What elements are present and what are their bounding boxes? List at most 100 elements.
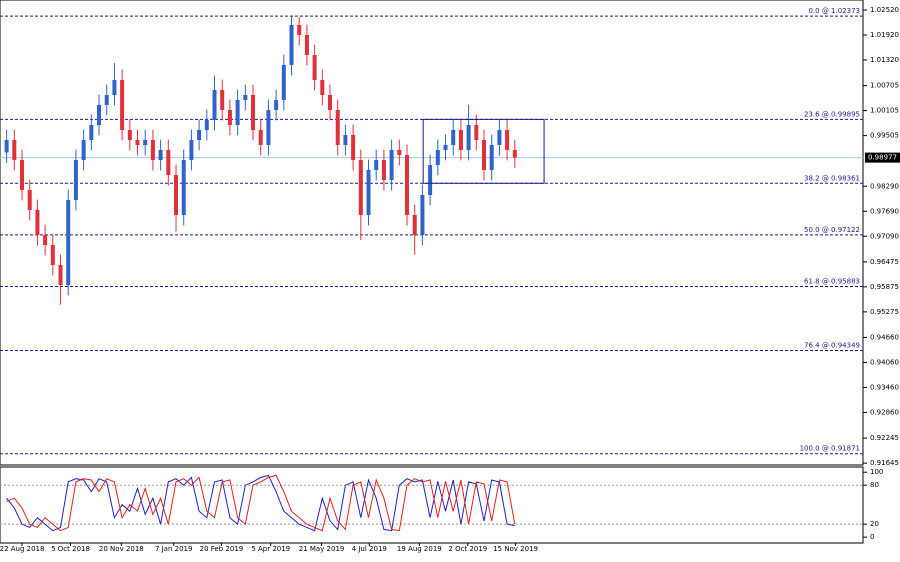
candle-body [43,235,48,245]
candle-body [120,80,125,130]
fib-label: 61.8 @ 0.95883 [804,278,860,286]
candle-body [274,100,279,110]
fib-label: 100.0 @ 0.91871 [800,445,860,453]
candle-body [435,150,440,165]
candle-body [220,90,225,110]
candle-body [73,160,78,200]
range-box [422,118,545,184]
candle-body [150,140,155,160]
candle-body [405,155,410,215]
candle-body [166,150,171,175]
candle-body [212,90,217,120]
candle-body [281,65,286,100]
candle-body [451,130,456,145]
candle-body [127,130,132,140]
fib-label: 50.0 @ 0.97122 [804,226,860,234]
fib-label: 23.6 @ 0.99895 [804,110,860,118]
candle-body [20,160,25,190]
candle-body [27,190,32,210]
x-tick-label: 21 May 2019 [299,545,345,553]
candle-body [12,140,17,160]
candle-body [428,165,433,195]
x-tick-label: 20 Feb 2019 [200,545,244,553]
last-price-tag [865,152,900,163]
candle-body [289,25,294,65]
candle-body [66,200,71,285]
candle-body [358,160,363,215]
candle-body [320,80,325,95]
y-tick-label: 100 [870,468,883,476]
candle-body [58,265,63,285]
candle-body [204,120,209,130]
y-tick-label: 0 [870,533,874,541]
candle-body [35,210,40,235]
candle-body [351,135,356,160]
x-tick-label: 7 Jan 2019 [155,545,193,553]
y-tick-label: 0.94660 [870,334,899,342]
candle-body [158,150,163,160]
candle-body [512,150,517,158]
candle-body [412,215,417,235]
candle-body [443,145,448,150]
y-tick-label: 0.91645 [870,459,899,467]
y-tick-label: 20 [870,520,879,528]
candle-body [389,150,394,180]
y-tick-label: 0.95275 [870,308,899,316]
x-tick-label: 22 Aug 2018 [0,545,44,553]
candle-body [266,110,271,145]
panel [0,0,864,466]
y-tick-label: 0.96475 [870,258,899,266]
candle-body [505,130,510,150]
candle-body [4,140,9,153]
x-tick-label: 2 Oct 2019 [448,545,487,553]
candle-body [374,160,379,170]
oscillator-line [6,474,516,532]
y-tick-label: 1.01920 [870,31,899,39]
candle-body [489,145,494,170]
fib-label: 76.4 @ 0.94349 [804,341,860,349]
y-tick-label: 1.02520 [870,6,899,14]
last-price-label: 0.98977 [868,154,897,162]
y-tick-label: 1.00705 [870,82,899,90]
y-tick-label: 0.92245 [870,434,899,442]
candle-body [328,95,333,110]
candle-body [50,245,55,265]
candle-body [482,140,487,170]
x-tick-label: 5 Apr 2019 [251,545,290,553]
x-tick-label: 5 Oct 2018 [51,545,90,553]
candle-body [343,135,348,145]
oscillator-line [6,474,515,532]
candle-body [297,25,302,35]
y-tick-label: 1.01320 [870,56,899,64]
x-tick-label: 4 Jul 2019 [352,545,387,553]
candle-body [104,95,109,105]
candle-body [304,35,309,55]
y-tick-label: 0.94060 [870,359,899,367]
candle-body [97,105,102,125]
candle-body [227,110,232,125]
y-tick-label: 1.00105 [870,107,899,115]
y-tick-label: 0.92860 [870,409,899,417]
candle-body [474,125,479,140]
candle-body [458,130,463,150]
candle-body [258,130,263,145]
y-tick-label: 0.97090 [870,232,899,240]
candle-body [366,170,371,215]
candle-body [112,80,117,95]
candle-body [243,95,248,100]
candle-body [335,110,340,145]
candle-body [89,125,94,140]
candle-body [251,95,256,130]
x-tick-label: 20 Nov 2018 [99,545,144,553]
x-tick-label: 15 Nov 2019 [493,545,538,553]
panel [0,466,864,544]
candle-body [174,175,179,215]
y-tick-label: 0.95875 [870,283,899,291]
candle-body [397,150,402,155]
candle-body [466,125,471,150]
candle-body [143,140,148,145]
fib-label: 0.0 @ 1.02373 [808,7,860,15]
candle-body [497,130,502,145]
candle-body [189,140,194,160]
